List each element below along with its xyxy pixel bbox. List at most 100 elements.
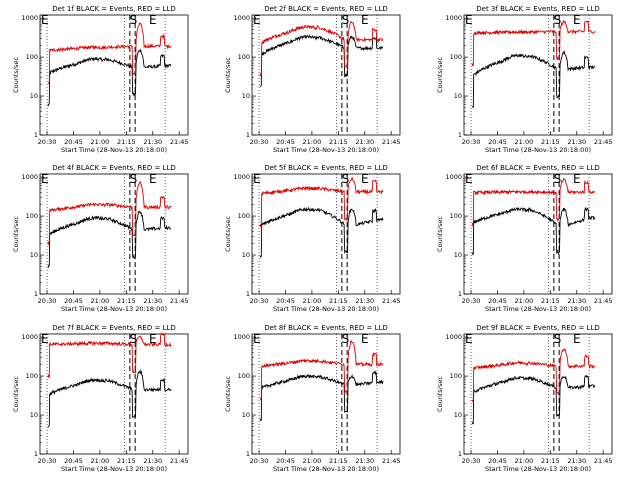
plot-frame: [39, 333, 189, 455]
detector-panel-3: Det 3f BLACK = Events, RED = LLD 1 10 100 10…: [436, 5, 613, 154]
series-line-lld: [259, 340, 384, 401]
x-tick-label: 21:00: [91, 297, 110, 305]
marker-e-left: E: [465, 172, 473, 186]
y-tick-label: 100: [26, 212, 38, 220]
detector-panel-8: Det 8f BLACK = Events, RED = LLD 1 10 100 10…: [224, 324, 401, 473]
x-tick-label: 20:30: [250, 457, 269, 465]
y-axis-label: Counts/sec: [436, 376, 444, 412]
x-tick-label: 21:30: [143, 297, 162, 305]
plot-frame: [251, 333, 401, 455]
marker-s: S: [554, 332, 562, 346]
x-tick-label: 21:30: [143, 138, 162, 146]
y-tick-label: 1: [34, 290, 38, 298]
y-tick-label: 100: [450, 372, 462, 380]
y-tick-label: 1000: [445, 14, 462, 22]
x-tick-label: 20:45: [276, 297, 295, 305]
x-tick-label: 20:30: [462, 297, 481, 305]
marker-e-right: E: [149, 13, 157, 27]
y-axis-label: Counts/sec: [224, 376, 232, 412]
y-axis-label: Counts/sec: [12, 376, 20, 412]
x-tick-label: 21:00: [303, 457, 322, 465]
y-tick-label: 1000: [21, 14, 38, 22]
x-tick-label: 21:15: [541, 138, 560, 146]
y-tick-label: 10: [30, 92, 38, 100]
marker-e-right: E: [573, 172, 581, 186]
x-tick-label: 20:45: [488, 457, 507, 465]
marker-e-left: E: [253, 172, 261, 186]
x-tick-label: 21:00: [303, 297, 322, 305]
y-tick-label: 1: [458, 131, 462, 139]
y-tick-label: 10: [242, 411, 250, 419]
y-tick-label: 1000: [21, 333, 38, 341]
x-tick-label: 20:30: [250, 138, 269, 146]
plot-frame: [39, 173, 189, 295]
panel-title: Det 1f BLACK = Events, RED = LLD: [52, 5, 175, 13]
series-line-lld: [471, 348, 596, 402]
x-tick-label: 21:00: [91, 138, 110, 146]
detector-panel-6: Det 6f BLACK = Events, RED = LLD 1 10 100 10…: [436, 164, 613, 313]
x-tick-label: 21:45: [170, 457, 189, 465]
series-line-events: [259, 206, 384, 259]
series-line-events: [259, 34, 384, 87]
detector-panel-5: Det 5f BLACK = Events, RED = LLD 1 10 100 10…: [224, 164, 401, 313]
y-tick-label: 1: [458, 450, 462, 458]
y-tick-label: 100: [238, 53, 250, 61]
series-line-events: [47, 48, 172, 107]
x-axis-label: Start Time (28-Nov-13 20:18:00): [61, 465, 167, 473]
detector-panel-9: Det 9f BLACK = Events, RED = LLD 1 10 100 10…: [436, 324, 613, 473]
marker-e-right: E: [361, 332, 369, 346]
x-tick-label: 20:45: [488, 138, 507, 146]
x-axis-label: Start Time (28-Nov-13 20:18:00): [485, 146, 591, 154]
x-tick-label: 21:30: [567, 457, 586, 465]
x-tick-label: 21:45: [170, 297, 189, 305]
series-line-lld: [471, 177, 595, 227]
series-line-lld: [47, 22, 172, 85]
marker-s: S: [342, 172, 350, 186]
plot-frame: [463, 173, 613, 295]
marker-e-right: E: [149, 172, 157, 186]
series-line-lld: [471, 19, 596, 67]
marker-e-right: E: [573, 332, 581, 346]
x-tick-label: 21:30: [567, 297, 586, 305]
panel-title: Det 7f BLACK = Events, RED = LLD: [52, 324, 175, 332]
x-tick-label: 20:30: [250, 297, 269, 305]
x-tick-label: 20:45: [64, 297, 83, 305]
x-tick-label: 21:30: [355, 457, 374, 465]
x-tick-label: 21:00: [91, 457, 110, 465]
y-tick-label: 1000: [233, 173, 250, 181]
marker-e-left: E: [41, 13, 49, 27]
series-line-lld: [47, 332, 172, 379]
y-tick-label: 100: [26, 372, 38, 380]
x-tick-label: 20:45: [64, 457, 83, 465]
x-tick-label: 21:30: [355, 138, 374, 146]
marker-e-left: E: [465, 332, 473, 346]
x-tick-label: 21:45: [382, 138, 401, 146]
y-axis-label: Counts/sec: [436, 57, 444, 93]
x-tick-label: 20:30: [38, 457, 57, 465]
x-tick-label: 20:30: [462, 138, 481, 146]
plot-frame: [463, 14, 613, 136]
x-axis-label: Start Time (28-Nov-13 20:18:00): [61, 146, 167, 154]
marker-e-right: E: [149, 332, 157, 346]
y-axis-label: Counts/sec: [436, 216, 444, 252]
marker-e-right: E: [573, 13, 581, 27]
marker-e-right: E: [361, 13, 369, 27]
y-tick-label: 10: [242, 251, 250, 259]
x-tick-label: 20:30: [38, 297, 57, 305]
series-line-lld: [259, 176, 384, 227]
series-line-events: [471, 206, 596, 256]
panel-title: Det 9f BLACK = Events, RED = LLD: [476, 324, 599, 332]
marker-e-left: E: [253, 332, 261, 346]
plot-frame: [251, 14, 401, 136]
panel-title: Det 8f BLACK = Events, RED = LLD: [264, 324, 387, 332]
y-tick-label: 1: [246, 131, 250, 139]
y-tick-label: 100: [238, 372, 250, 380]
y-tick-label: 1000: [233, 333, 250, 341]
x-tick-label: 20:45: [488, 297, 507, 305]
series-line-events: [471, 375, 596, 425]
x-tick-label: 21:45: [382, 297, 401, 305]
y-tick-label: 100: [450, 53, 462, 61]
x-tick-label: 21:45: [170, 138, 189, 146]
y-tick-label: 1: [246, 290, 250, 298]
x-axis-label: Start Time (28-Nov-13 20:18:00): [485, 465, 591, 473]
